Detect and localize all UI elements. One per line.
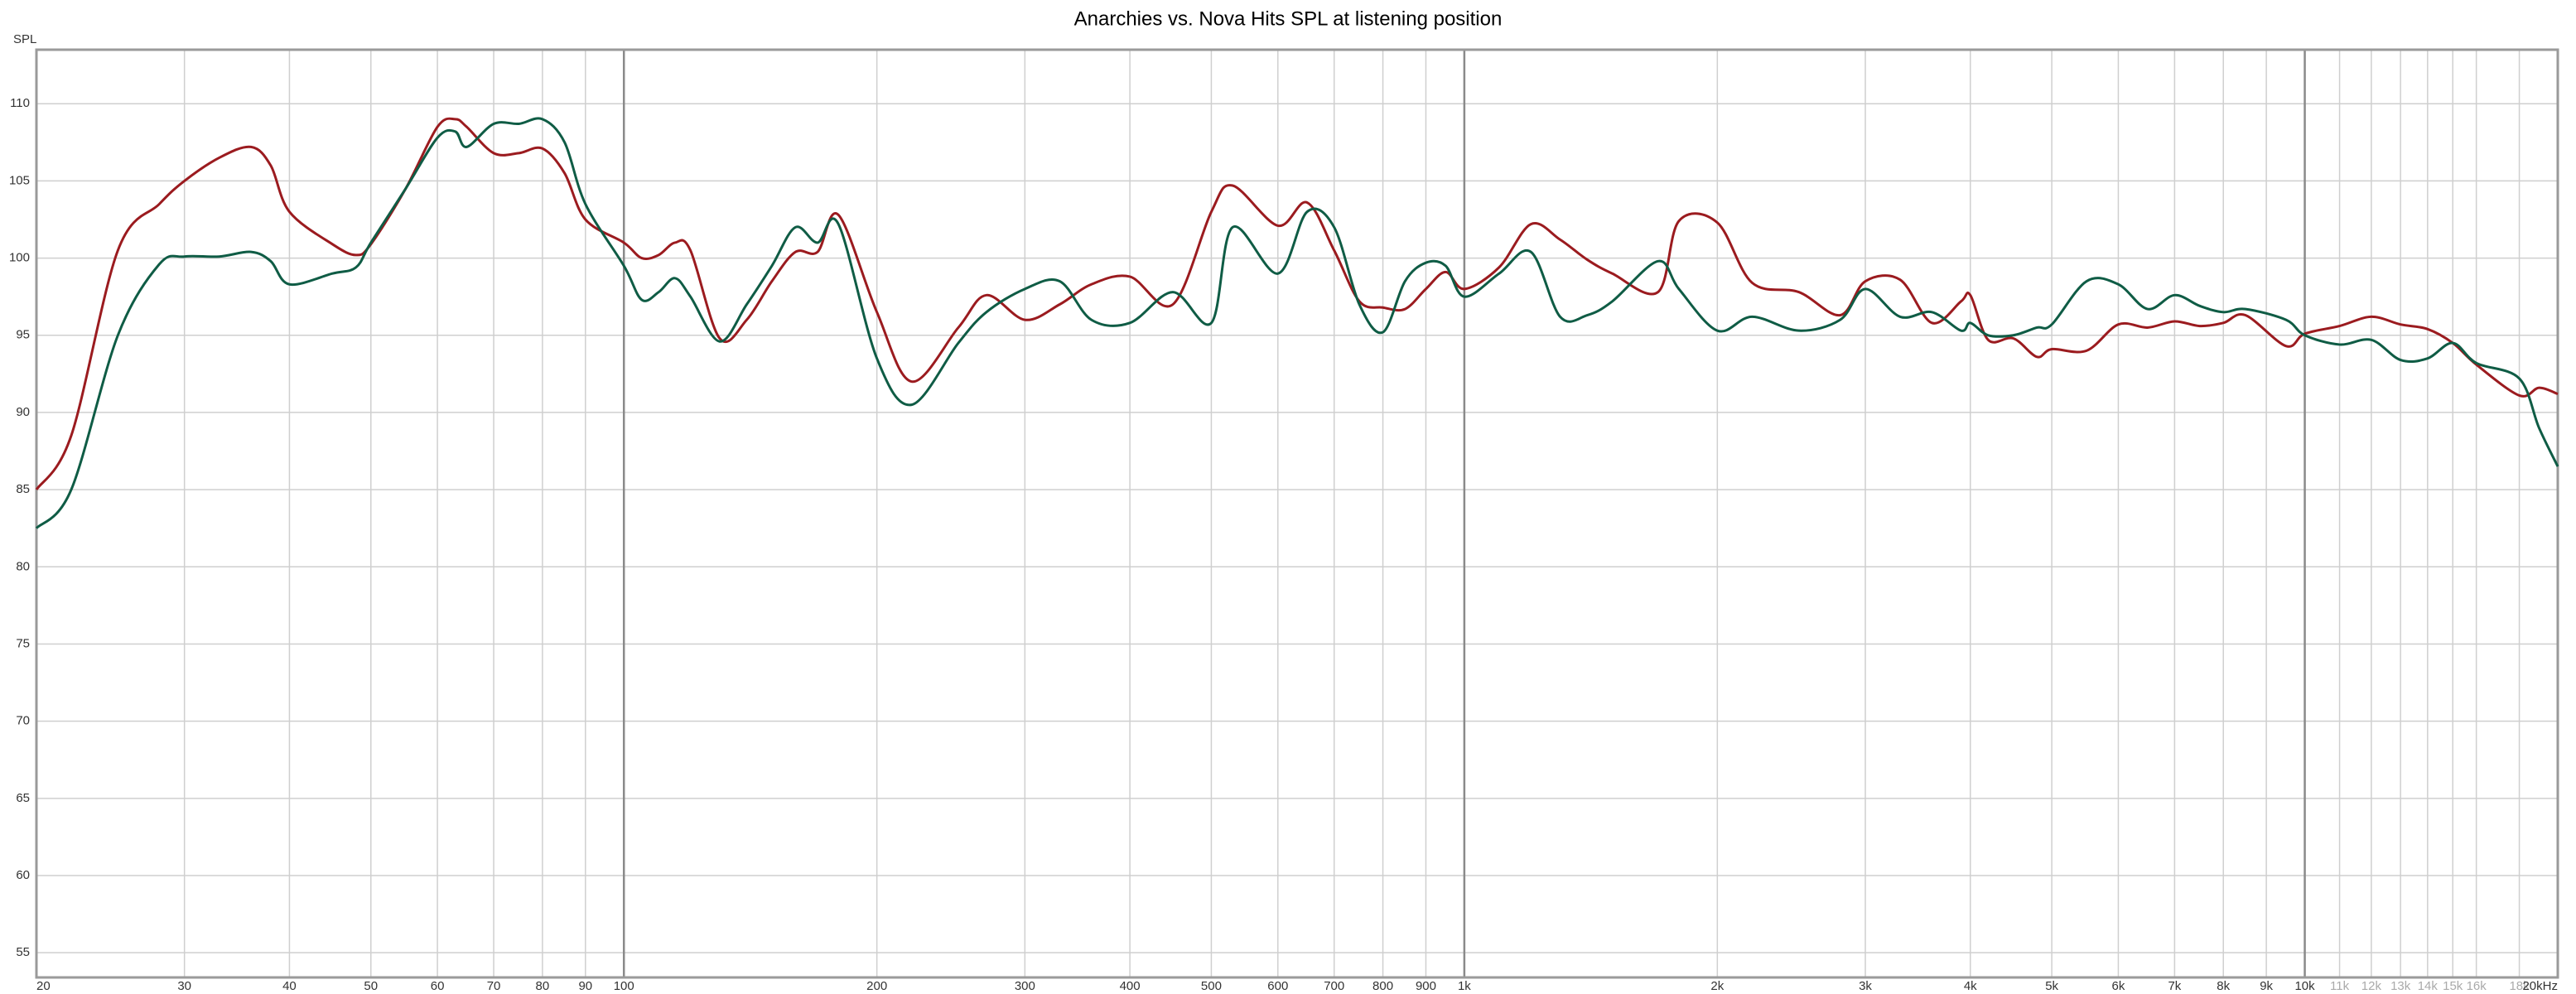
x-tick-label: 400: [1120, 979, 1141, 993]
x-tick-label: 14k: [2418, 979, 2439, 993]
x-tick-label: 1k: [1458, 979, 1471, 993]
x-tick-label: 70: [487, 979, 501, 993]
x-tick-label: 40: [282, 979, 297, 993]
x-tick-label: 50: [364, 979, 378, 993]
y-tick-label: 60: [16, 868, 30, 882]
x-tick-label: 10k: [2294, 979, 2315, 993]
x-tick-label: 4k: [1964, 979, 1977, 993]
y-tick-label: 80: [16, 559, 30, 573]
x-tick-label: 30: [177, 979, 191, 993]
x-tick-label: 600: [1267, 979, 1288, 993]
y-tick-label: 85: [16, 482, 30, 496]
y-tick-label: 75: [16, 636, 30, 650]
y-tick-label: 110: [10, 96, 30, 110]
x-tick-label: 3k: [1859, 979, 1872, 993]
x-tick-label: 800: [1372, 979, 1393, 993]
x-tick-label: 300: [1015, 979, 1035, 993]
y-tick-label: 105: [9, 173, 30, 187]
x-tick-label: 9k: [2260, 979, 2273, 993]
x-tick-label: 6k: [2112, 979, 2125, 993]
x-tick-label: 900: [1416, 979, 1436, 993]
y-tick-label: 55: [16, 945, 30, 959]
x-tick-label: 8k: [2217, 979, 2230, 993]
plot-border: [35, 48, 2559, 979]
x-tick-label: 90: [578, 979, 592, 993]
y-tick-label: 100: [9, 251, 30, 265]
x-tick-label: 15k: [2443, 979, 2463, 993]
x-tick-label: 80: [536, 979, 550, 993]
x-tick-label: 100: [614, 979, 634, 993]
y-tick-label: 65: [16, 791, 30, 805]
x-tick-label: 200: [866, 979, 887, 993]
x-tick-label: 7k: [2168, 979, 2181, 993]
x-tick-label: 700: [1324, 979, 1344, 993]
x-tick-label: 500: [1201, 979, 1222, 993]
chart-title: Anarchies vs. Nova Hits SPL at listening…: [1074, 7, 1503, 30]
y-tick-label: 95: [16, 328, 30, 342]
x-tick-label: 18k: [2509, 979, 2530, 993]
y-tick-label: 70: [16, 714, 30, 728]
x-tick-label: 60: [431, 979, 445, 993]
y-axis-label: SPL: [13, 32, 36, 46]
y-tick-label: 90: [16, 405, 30, 419]
series-line: [35, 117, 2559, 529]
series-line: [35, 117, 2559, 490]
x-tick-label: 20: [36, 979, 51, 993]
x-tick-label: 20kHz: [2522, 979, 2558, 993]
x-tick-label: 13k: [2390, 979, 2411, 993]
x-tick-label: 11k: [2330, 979, 2350, 993]
x-tick-label: 5k: [2045, 979, 2058, 993]
x-tick-label: 16k: [2467, 979, 2487, 993]
x-tick-label: 2k: [1710, 979, 1724, 993]
x-tick-label: 12k: [2361, 979, 2382, 993]
